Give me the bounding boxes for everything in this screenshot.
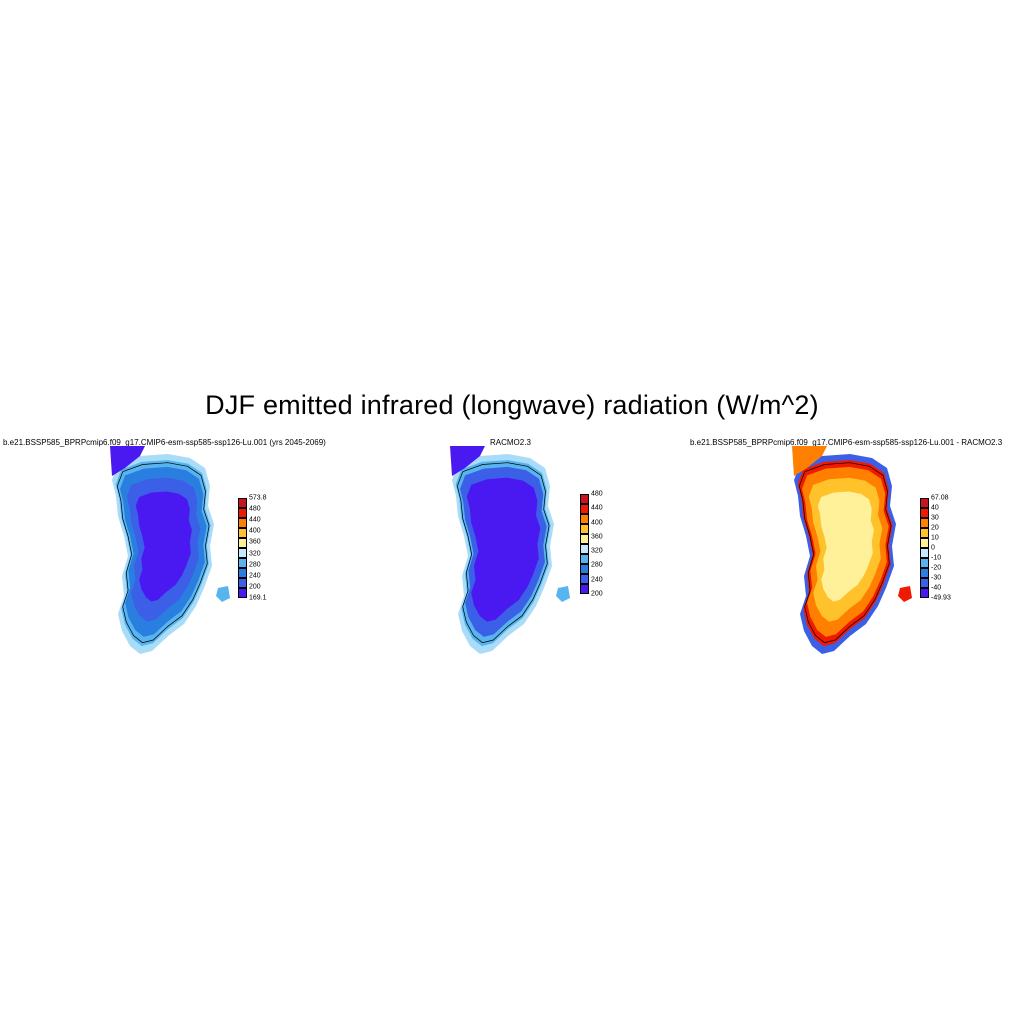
colorbar-swatch	[238, 538, 247, 548]
colorbar-tick-label: 280	[591, 561, 603, 569]
colorbar-tick-label: 440	[591, 504, 603, 512]
colorbar-tick-label: 480	[249, 505, 261, 513]
colorbar-tick-label: 30	[931, 514, 939, 522]
colorbar-swatch	[920, 538, 929, 548]
colorbar-swatch	[920, 498, 929, 508]
coastline	[798, 462, 892, 644]
colorbar-swatch	[238, 508, 247, 518]
coastline	[456, 462, 550, 644]
colorbar-tick-label: 10	[931, 534, 939, 542]
colorbar-tick-label: 40	[931, 504, 939, 512]
colorbar-tick-label: -20	[931, 564, 942, 572]
greenland-map-model	[110, 446, 230, 654]
colorbar-swatch	[238, 548, 247, 558]
colorbar-swatch	[238, 578, 247, 588]
colorbar-swatch	[580, 494, 589, 504]
colorbar-swatch	[238, 498, 247, 508]
colorbar-tick-label: -49.93	[931, 594, 951, 602]
map-panel-difference: b.e21.BSSP585_BPRPcmip6.f09_g17.CMIP6-es…	[682, 438, 1022, 658]
colorbar-tick-label: 400	[591, 519, 603, 527]
colorbar-tick-label: 320	[249, 550, 261, 558]
colorbar-swatch	[580, 534, 589, 544]
colorbar-tick-label: 400	[249, 527, 261, 535]
colorbar-swatch	[580, 574, 589, 584]
figure-title: DJF emitted infrared (longwave) radiatio…	[205, 390, 819, 420]
colorbar-tick-label: 480	[591, 490, 603, 498]
colorbar-swatch	[580, 544, 589, 554]
colorbar-swatch	[238, 518, 247, 528]
colorbar-tick-label: 573.8	[249, 494, 267, 502]
colorbar-tick-label: -30	[931, 574, 942, 582]
greenland-map-racmo	[450, 446, 570, 654]
panel-title: b.e21.BSSP585_BPRPcmip6.f09_g17.CMIP6-es…	[3, 438, 326, 447]
colorbar-tick-label: 200	[249, 583, 261, 591]
colorbar-tick-label: 240	[249, 572, 261, 580]
map-fill-interior	[817, 491, 874, 602]
colorbar-tick-label: 169.1	[249, 594, 267, 602]
map-panel-racmo: RACMO2.3 480 440 400 360 320 280 240 200	[340, 438, 680, 658]
panel-title: RACMO2.3	[490, 438, 531, 447]
colorbar-tick-label: 240	[591, 576, 603, 584]
colorbar-swatch	[580, 554, 589, 564]
colorbar-tick-label: 320	[591, 547, 603, 555]
map-fill-ellesmere	[792, 446, 827, 476]
map-fill-ellesmere	[110, 446, 145, 476]
colorbar-swatch	[580, 524, 589, 534]
colorbar-tick-label: -10	[931, 554, 942, 562]
colorbar-tick-label: 360	[591, 533, 603, 541]
colorbar-swatch	[920, 528, 929, 538]
map-fill-interior	[475, 491, 532, 602]
colorbar	[920, 498, 929, 598]
colorbar-swatch	[920, 548, 929, 558]
colorbar-swatch	[920, 508, 929, 518]
map-panel-model: b.e21.BSSP585_BPRPcmip6.f09_g17.CMIP6-es…	[0, 438, 340, 658]
map-fill-island	[556, 586, 570, 602]
colorbar-tick-label: 20	[931, 524, 939, 532]
colorbar-swatch	[580, 584, 589, 594]
colorbar-swatch	[238, 558, 247, 568]
colorbar-swatch	[238, 568, 247, 578]
map-fill-island	[216, 586, 230, 602]
colorbar	[580, 494, 589, 594]
colorbar-swatch	[580, 504, 589, 514]
coastline	[116, 462, 210, 644]
colorbar-swatch	[920, 518, 929, 528]
colorbar-swatch	[920, 588, 929, 598]
map-fill-ellesmere	[450, 446, 485, 476]
colorbar-tick-label: 360	[249, 538, 261, 546]
colorbar-tick-label: 0	[931, 544, 935, 552]
colorbar-swatch	[920, 558, 929, 568]
panel-title: b.e21.BSSP585_BPRPcmip6.f09_g17.CMIP6-es…	[690, 438, 1003, 447]
colorbar-swatch	[920, 568, 929, 578]
colorbar-swatch	[920, 578, 929, 588]
colorbar-tick-label: 67.08	[931, 494, 949, 502]
colorbar-tick-label: 280	[249, 561, 261, 569]
colorbar-swatch	[580, 514, 589, 524]
map-fill-interior	[135, 491, 192, 602]
colorbar-swatch	[238, 528, 247, 538]
greenland-map-difference	[792, 446, 912, 654]
colorbar	[238, 498, 247, 598]
colorbar-swatch	[238, 588, 247, 598]
colorbar-swatch	[580, 564, 589, 574]
map-fill-island	[898, 586, 912, 602]
colorbar-tick-label: -40	[931, 584, 942, 592]
colorbar-tick-label: 440	[249, 516, 261, 524]
colorbar-tick-label: 200	[591, 590, 603, 598]
